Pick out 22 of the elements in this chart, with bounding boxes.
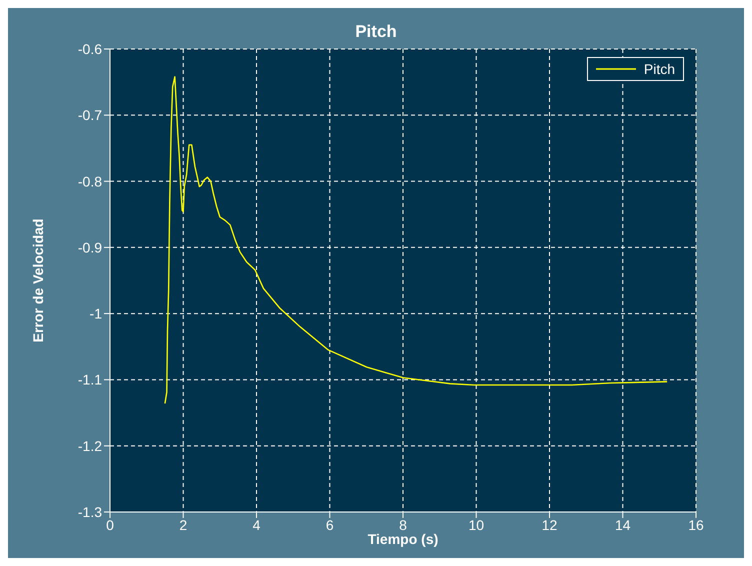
chart-title: Pitch [354, 22, 398, 42]
y-tick-label: -0.8 [78, 173, 102, 190]
x-tick-label: 10 [468, 516, 484, 533]
x-tick-label: 2 [179, 516, 188, 533]
legend-label: Pitch [642, 61, 675, 77]
x-tick-label: 0 [106, 516, 114, 533]
y-tick-label: -1.3 [78, 504, 102, 520]
y-tick-label: -1.2 [78, 438, 102, 454]
y-tick-label: -0.9 [78, 239, 102, 256]
x-tick-label: 16 [688, 516, 704, 533]
x-axis-title: Tiempo (s) [368, 530, 438, 547]
x-tick-label: 6 [326, 516, 334, 533]
x-tick-label: 8 [399, 516, 408, 533]
y-tick-label: -0.6 [78, 40, 102, 57]
x-tick-label: 4 [252, 516, 261, 533]
y-axis-title: Error de Velocidad [30, 218, 46, 342]
y-tick-label: -1.1 [78, 372, 102, 388]
x-tick-label: 12 [542, 516, 558, 533]
line-series [164, 76, 668, 404]
y-tick-label: -0.7 [78, 107, 102, 124]
x-tick-label: 14 [614, 516, 631, 533]
y-tick-label: -1 [90, 306, 102, 322]
